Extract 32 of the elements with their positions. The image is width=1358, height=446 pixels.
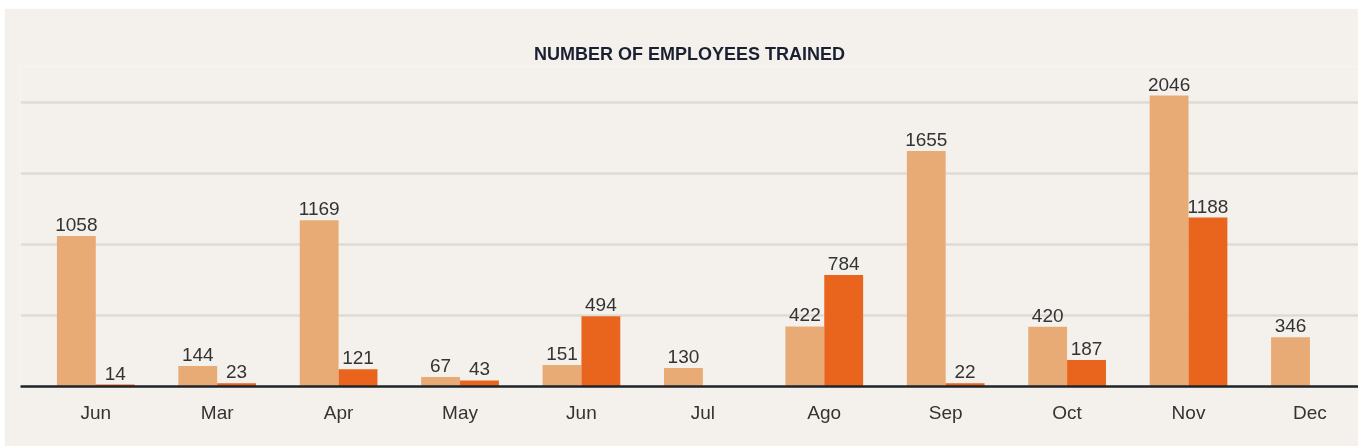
data-label: 1188 <box>1187 195 1229 217</box>
x-tick-label: Jun <box>566 401 597 423</box>
data-label: 151 <box>546 343 578 365</box>
data-label: 784 <box>827 253 860 274</box>
data-label: 420 <box>1031 304 1064 326</box>
data-label: 14 <box>104 362 127 384</box>
data-label: 494 <box>585 294 618 316</box>
chart-title: NUMBER OF EMPLOYEES TRAINED <box>533 43 846 64</box>
data-label: 422 <box>788 304 821 326</box>
data-label: 1169 <box>298 198 340 220</box>
data-label: 121 <box>342 347 374 369</box>
data-label: 130 <box>667 346 700 368</box>
data-label: 1058 <box>55 214 98 236</box>
x-tick-label: Jul <box>690 401 716 423</box>
data-label: 144 <box>181 344 215 366</box>
data-label: 1655 <box>905 129 948 151</box>
data-label: 23 <box>226 361 248 383</box>
data-label: 67 <box>430 354 452 376</box>
x-tick-label: Ago <box>807 401 842 423</box>
x-tick-label: Oct <box>1052 401 1083 423</box>
x-tick-label: May <box>442 401 479 423</box>
x-tick-label: Dec <box>1293 401 1327 423</box>
x-tick-label: Jun <box>80 401 112 423</box>
x-tick-label: Sep <box>928 401 963 423</box>
data-label: 2046 <box>1147 73 1191 95</box>
x-tick-label: Apr <box>323 401 355 423</box>
x-tick-label: Mar <box>200 401 235 423</box>
data-label: 22 <box>954 361 976 383</box>
data-label: 346 <box>1274 315 1307 337</box>
data-label: 187 <box>1070 337 1103 359</box>
x-tick-label: Nov <box>1171 401 1206 423</box>
data-label: 43 <box>468 358 491 380</box>
